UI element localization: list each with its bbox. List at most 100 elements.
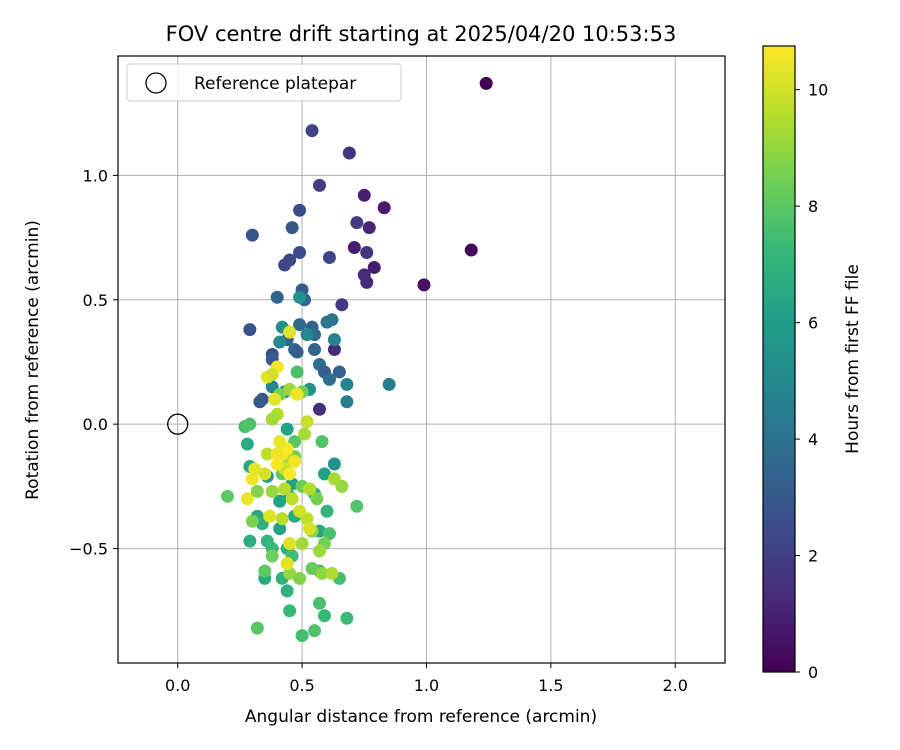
data-point bbox=[347, 241, 361, 255]
data-point bbox=[285, 492, 299, 506]
data-point bbox=[283, 325, 297, 339]
y-tick-label: 0.5 bbox=[83, 291, 108, 310]
legend-box bbox=[126, 63, 402, 102]
data-point bbox=[260, 447, 274, 461]
data-point bbox=[273, 494, 287, 508]
plot-frame bbox=[117, 55, 726, 664]
data-point bbox=[327, 343, 341, 357]
data-point bbox=[310, 492, 324, 506]
data-point bbox=[332, 365, 346, 379]
chart-title: FOV centre drift starting at 2025/04/20 … bbox=[166, 22, 677, 46]
data-point bbox=[280, 584, 294, 598]
data-point bbox=[317, 467, 331, 481]
data-point bbox=[258, 467, 272, 481]
data-point bbox=[357, 188, 371, 202]
legend-label: Reference platepar bbox=[194, 74, 356, 94]
data-point bbox=[298, 427, 312, 441]
data-point bbox=[340, 377, 354, 391]
data-point bbox=[327, 457, 341, 471]
data-point bbox=[243, 534, 257, 548]
data-point bbox=[293, 246, 307, 260]
data-point bbox=[278, 258, 292, 272]
data-point bbox=[295, 629, 309, 643]
data-point bbox=[280, 556, 294, 570]
data-point bbox=[300, 415, 314, 429]
data-point bbox=[268, 392, 282, 406]
data-point bbox=[285, 221, 299, 235]
data-point bbox=[367, 260, 381, 274]
data-point bbox=[360, 246, 374, 260]
x-tick-label: 1.5 bbox=[538, 676, 563, 695]
data-point bbox=[305, 124, 319, 138]
data-point bbox=[293, 203, 307, 217]
data-point bbox=[340, 611, 354, 625]
data-point bbox=[320, 504, 334, 518]
data-point bbox=[253, 395, 267, 409]
data-point bbox=[248, 462, 262, 476]
data-point bbox=[290, 365, 304, 379]
data-point bbox=[479, 76, 493, 90]
grid bbox=[118, 56, 725, 663]
data-point bbox=[417, 278, 431, 292]
x-tick-label: 1.0 bbox=[414, 676, 439, 695]
data-point bbox=[273, 522, 287, 536]
data-point bbox=[293, 290, 307, 304]
data-point bbox=[322, 251, 336, 265]
data-point bbox=[350, 499, 364, 513]
data-point bbox=[322, 372, 336, 386]
data-point bbox=[240, 492, 254, 506]
data-point bbox=[300, 328, 314, 342]
data-point bbox=[313, 596, 327, 610]
data-point bbox=[350, 216, 364, 230]
data-point bbox=[283, 537, 297, 551]
y-tick-label: 0.0 bbox=[83, 415, 108, 434]
colorbar-tick-label: 0 bbox=[808, 663, 818, 682]
data-point bbox=[283, 604, 297, 618]
data-point bbox=[265, 412, 279, 426]
data-point bbox=[464, 243, 478, 257]
data-point bbox=[335, 298, 349, 312]
y-tick-label: 1.0 bbox=[83, 166, 108, 185]
data-point bbox=[382, 377, 396, 391]
legend: Reference platepar bbox=[126, 63, 402, 102]
data-point bbox=[250, 621, 264, 635]
data-point bbox=[327, 472, 341, 486]
data-points bbox=[220, 76, 493, 643]
data-point bbox=[303, 522, 317, 536]
data-point bbox=[362, 221, 376, 235]
data-point bbox=[265, 367, 279, 381]
data-point bbox=[377, 201, 391, 215]
data-point bbox=[293, 504, 307, 518]
data-point bbox=[280, 422, 294, 436]
data-point bbox=[273, 435, 287, 449]
data-point bbox=[263, 509, 277, 523]
data-point bbox=[243, 323, 257, 337]
y-axis-ticks: −0.5 0.0 0.5 1.0 bbox=[69, 166, 118, 559]
data-point bbox=[313, 402, 327, 416]
data-point bbox=[283, 467, 297, 481]
data-point bbox=[322, 527, 336, 541]
data-point bbox=[273, 335, 287, 349]
data-point bbox=[315, 435, 329, 449]
data-point bbox=[342, 146, 356, 160]
data-point bbox=[275, 512, 289, 526]
data-point bbox=[320, 315, 334, 329]
data-point bbox=[293, 571, 307, 585]
data-point bbox=[340, 395, 354, 409]
colorbar-tick-label: 2 bbox=[808, 547, 818, 566]
data-point bbox=[313, 544, 327, 558]
colorbar: 0 2 4 6 8 10 Hours from first FF file bbox=[762, 45, 863, 682]
data-point bbox=[317, 609, 331, 623]
data-point bbox=[258, 564, 272, 578]
y-axis-label: Rotation from reference (arcmin) bbox=[23, 220, 43, 500]
data-point bbox=[308, 343, 322, 357]
data-point bbox=[327, 333, 341, 347]
data-point bbox=[308, 624, 322, 638]
colorbar-label: Hours from first FF file bbox=[843, 264, 863, 454]
data-point bbox=[278, 482, 292, 496]
data-point bbox=[250, 484, 264, 498]
data-point bbox=[325, 566, 339, 580]
data-point bbox=[290, 345, 304, 359]
data-point bbox=[265, 549, 279, 563]
